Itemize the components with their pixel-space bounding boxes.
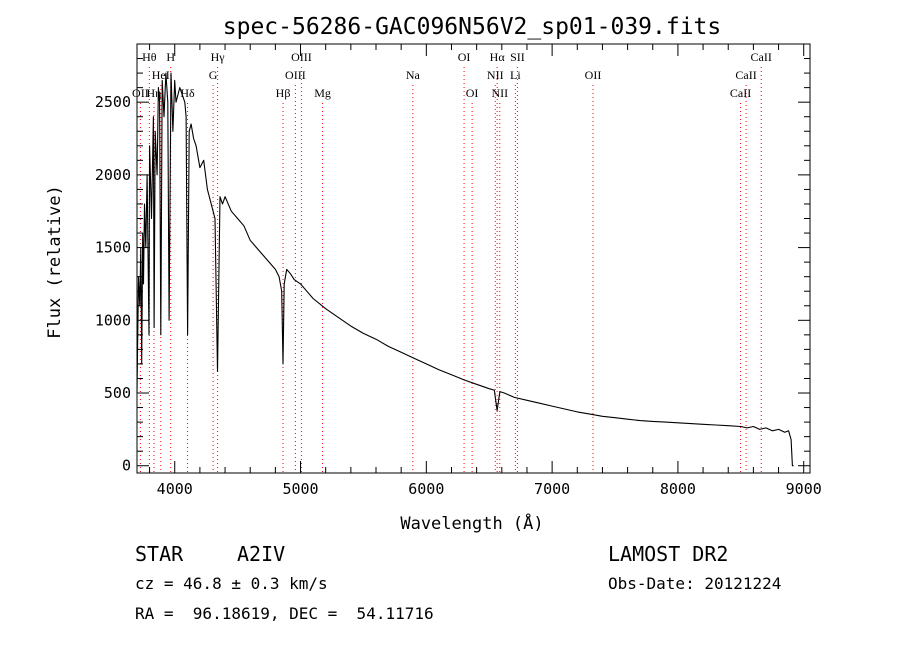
line-marker-label: CaII bbox=[751, 50, 772, 64]
x-tick-label: 9000 bbox=[786, 480, 822, 498]
line-marker-label: Hα bbox=[490, 50, 506, 64]
plot-frame bbox=[136, 43, 811, 474]
line-marker-label: OI bbox=[458, 50, 471, 64]
line-marker-label: HeI bbox=[152, 68, 170, 82]
y-tick-label: 2500 bbox=[95, 93, 131, 111]
object-class: STAR bbox=[135, 542, 184, 566]
x-tick-label: 4000 bbox=[157, 480, 193, 498]
line-marker-label: NII bbox=[487, 68, 504, 82]
line-marker-label: Hθ bbox=[142, 50, 157, 64]
line-marker-label: SII bbox=[510, 50, 525, 64]
spectrum-line bbox=[136, 72, 794, 467]
y-tick-label: 2000 bbox=[95, 166, 131, 184]
line-marker-label: OI bbox=[466, 86, 479, 100]
x-tick-label: 6000 bbox=[408, 480, 444, 498]
obs-date: Obs-Date: 20121224 bbox=[608, 574, 782, 593]
line-marker-label: OIII bbox=[285, 68, 306, 82]
line-marker-label: Hδ bbox=[180, 86, 195, 100]
spectrum-series bbox=[136, 72, 794, 467]
x-tick-label: 7000 bbox=[534, 480, 570, 498]
x-tick-label: 8000 bbox=[660, 480, 696, 498]
y-tick-label: 0 bbox=[122, 457, 131, 475]
line-marker-label: Hγ bbox=[211, 50, 226, 64]
line-marker-label: CaII bbox=[730, 86, 751, 100]
line-marker-label: NII bbox=[491, 86, 508, 100]
line-marker-label: OII bbox=[132, 86, 149, 100]
y-axis-label: Flux (relative) bbox=[45, 185, 65, 339]
object-subclass: A2IV bbox=[237, 542, 286, 566]
x-axis-label: Wavelength (Å) bbox=[400, 512, 543, 534]
line-marker-label: CaII bbox=[735, 68, 756, 82]
line-marker-label: Li bbox=[510, 68, 521, 82]
redshift-cz: cz = 46.8 ± 0.3 km/s bbox=[135, 574, 328, 593]
y-tick-label: 500 bbox=[104, 384, 131, 402]
line-marker-label: Hβ bbox=[276, 86, 291, 100]
line-marker-label: H bbox=[166, 50, 175, 64]
line-marker-label: OII bbox=[585, 68, 602, 82]
line-marker-label: G bbox=[209, 68, 218, 82]
x-tick-label: 5000 bbox=[282, 480, 318, 498]
line-marker-label: Mg bbox=[314, 86, 331, 100]
y-tick-label: 1500 bbox=[95, 239, 131, 257]
line-marker-label: Na bbox=[406, 68, 421, 82]
survey-name: LAMOST DR2 bbox=[608, 542, 729, 566]
axes: 4000 5000 6000 7000 8000 9000 0 500 1000 1500 2000… bbox=[95, 43, 822, 498]
ra-dec: RA = 96.18619, DEC = 54.11716 bbox=[135, 604, 434, 623]
line-markers: HθOIIHηHeIHHδHγGHβOIIIOIIIMgNaOIOIHαNIIN… bbox=[132, 50, 772, 473]
chart-title: spec-56286-GAC096N56V2_sp01-039.fits bbox=[223, 14, 722, 40]
line-marker-label: OIII bbox=[291, 50, 312, 64]
y-tick-label: 1000 bbox=[95, 311, 131, 329]
